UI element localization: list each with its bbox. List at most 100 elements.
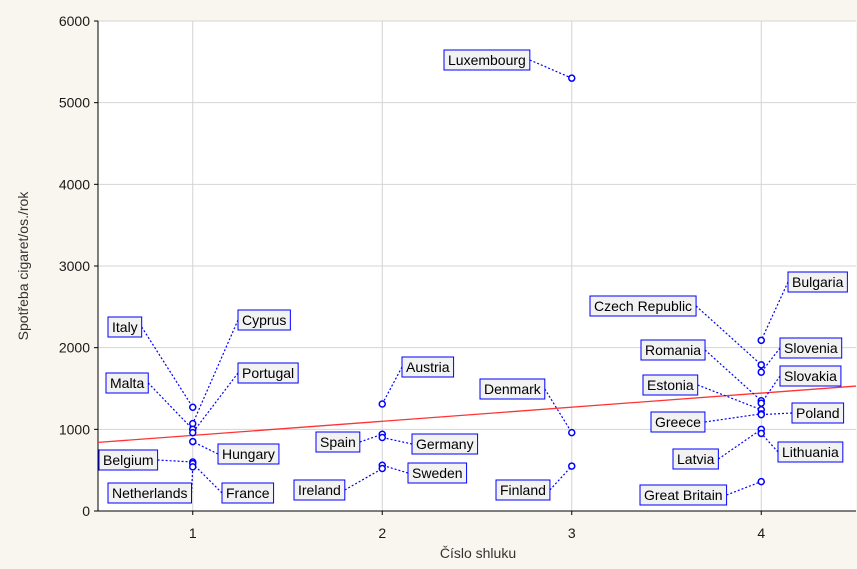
label-box bbox=[779, 365, 842, 387]
label-text: Finland bbox=[500, 482, 546, 498]
point-austria bbox=[378, 400, 386, 408]
label-box bbox=[293, 479, 346, 501]
leader-line-portugal bbox=[192, 372, 239, 433]
label-box bbox=[495, 479, 551, 501]
point-label-slovenia: Slovenia bbox=[779, 337, 843, 359]
label-box bbox=[791, 402, 845, 424]
leader-line-denmark bbox=[544, 388, 573, 433]
point-luxembourg bbox=[568, 74, 576, 82]
label-box bbox=[779, 337, 843, 359]
leader-line-greece bbox=[704, 413, 762, 423]
point-label-finland: Finland bbox=[495, 479, 551, 501]
leader-line-czech-republic bbox=[695, 305, 762, 366]
point-label-sweden: Sweden bbox=[407, 462, 468, 484]
point-portugal bbox=[189, 428, 197, 437]
x-tick-label: 3 bbox=[568, 525, 576, 541]
label-box bbox=[407, 462, 468, 484]
point-label-malta: Malta bbox=[105, 372, 149, 394]
label-text: Slovenia bbox=[784, 340, 838, 356]
point-label-luxembourg: Luxembourg bbox=[443, 49, 531, 71]
point-label-germany: Germany bbox=[411, 433, 479, 455]
label-text: Sweden bbox=[412, 465, 463, 481]
label-text: Cyprus bbox=[242, 312, 286, 328]
leader-line-sweden bbox=[382, 464, 409, 474]
leader-line-ireland bbox=[344, 468, 383, 491]
label-text: Italy bbox=[112, 319, 138, 335]
label-text: Bulgaria bbox=[792, 274, 844, 290]
label-text: Latvia bbox=[677, 451, 715, 467]
label-text: Great Britain bbox=[644, 487, 723, 503]
label-text: Slovakia bbox=[784, 368, 837, 384]
label-text: Hungary bbox=[222, 446, 275, 462]
label-box bbox=[221, 482, 275, 504]
x-tick-label: 1 bbox=[189, 525, 197, 541]
point-label-great-britain: Great Britain bbox=[639, 484, 728, 506]
y-axis-title: Spotřeba cigaret/os./rok bbox=[15, 191, 31, 341]
point-label-italy: Italy bbox=[107, 316, 143, 338]
label-text: Malta bbox=[110, 375, 144, 391]
point-ireland bbox=[378, 464, 386, 473]
point-labels: Italy Cyprus Malta Portugal Hungary Belgium Fr… bbox=[98, 49, 848, 506]
point-finland bbox=[568, 462, 576, 470]
point-netherlands bbox=[189, 463, 197, 471]
label-box bbox=[237, 309, 291, 331]
leader-line-latvia bbox=[718, 428, 762, 460]
leader-line-malta bbox=[147, 382, 194, 430]
point-label-estonia: Estonia bbox=[642, 374, 699, 396]
point-denmark bbox=[568, 428, 576, 437]
point-label-austria: Austria bbox=[401, 356, 455, 378]
y-tick-label: 6000 bbox=[59, 13, 90, 29]
point-label-czech-republic: Czech Republic bbox=[589, 295, 697, 317]
point-label-ireland: Ireland bbox=[293, 479, 346, 501]
point-label-bulgaria: Bulgaria bbox=[787, 271, 848, 293]
label-box bbox=[237, 362, 299, 384]
point-slovenia bbox=[757, 368, 765, 376]
point-label-latvia: Latvia bbox=[672, 448, 719, 470]
y-tick-label: 1000 bbox=[59, 421, 90, 437]
leader-line-finland bbox=[549, 465, 573, 491]
label-box bbox=[639, 484, 728, 506]
y-tick-label: 5000 bbox=[59, 95, 90, 111]
point-lithuania bbox=[757, 429, 765, 438]
point-label-portugal: Portugal bbox=[237, 362, 299, 384]
label-text: Spain bbox=[320, 434, 356, 450]
point-great-britain bbox=[757, 477, 765, 486]
point-poland bbox=[757, 410, 765, 419]
leader-line-france bbox=[192, 463, 223, 494]
label-box bbox=[589, 295, 697, 317]
point-label-lithuania: Lithuania bbox=[777, 441, 844, 463]
point-czech-republic bbox=[757, 361, 765, 369]
point-slovakia bbox=[757, 399, 765, 407]
point-label-belgium: Belgium bbox=[98, 449, 159, 471]
point-label-denmark: Denmark bbox=[479, 378, 546, 400]
label-box bbox=[315, 431, 361, 453]
point-label-spain: Spain bbox=[315, 431, 361, 453]
label-text: Greece bbox=[655, 414, 701, 430]
label-box bbox=[105, 372, 149, 394]
label-box bbox=[401, 356, 455, 378]
y-axis: 0 1000 2000 3000 4000 5000 6000 bbox=[59, 13, 99, 519]
x-axis: 1 2 3 4 bbox=[98, 510, 856, 541]
label-text: Ireland bbox=[298, 482, 341, 498]
label-text: Poland bbox=[796, 405, 840, 421]
x-tick-label: 4 bbox=[757, 525, 765, 541]
point-italy bbox=[189, 403, 197, 412]
label-text: Germany bbox=[416, 436, 474, 452]
leader-line-germany bbox=[382, 436, 413, 445]
leader-line-romania bbox=[704, 349, 762, 402]
label-text: Luxembourg bbox=[448, 52, 526, 68]
point-bulgaria bbox=[757, 336, 765, 345]
label-box bbox=[107, 482, 192, 504]
label-text: Estonia bbox=[647, 377, 694, 393]
label-box bbox=[640, 339, 706, 361]
leader-line-poland bbox=[761, 412, 793, 416]
leader-line-hungary bbox=[192, 441, 219, 455]
point-label-romania: Romania bbox=[640, 339, 706, 361]
label-text: Denmark bbox=[484, 381, 542, 397]
point-label-hungary: Hungary bbox=[217, 443, 280, 465]
label-box bbox=[650, 411, 706, 433]
label-box bbox=[217, 443, 280, 465]
label-text: Portugal bbox=[242, 365, 294, 381]
y-tick-label: 4000 bbox=[59, 176, 90, 192]
